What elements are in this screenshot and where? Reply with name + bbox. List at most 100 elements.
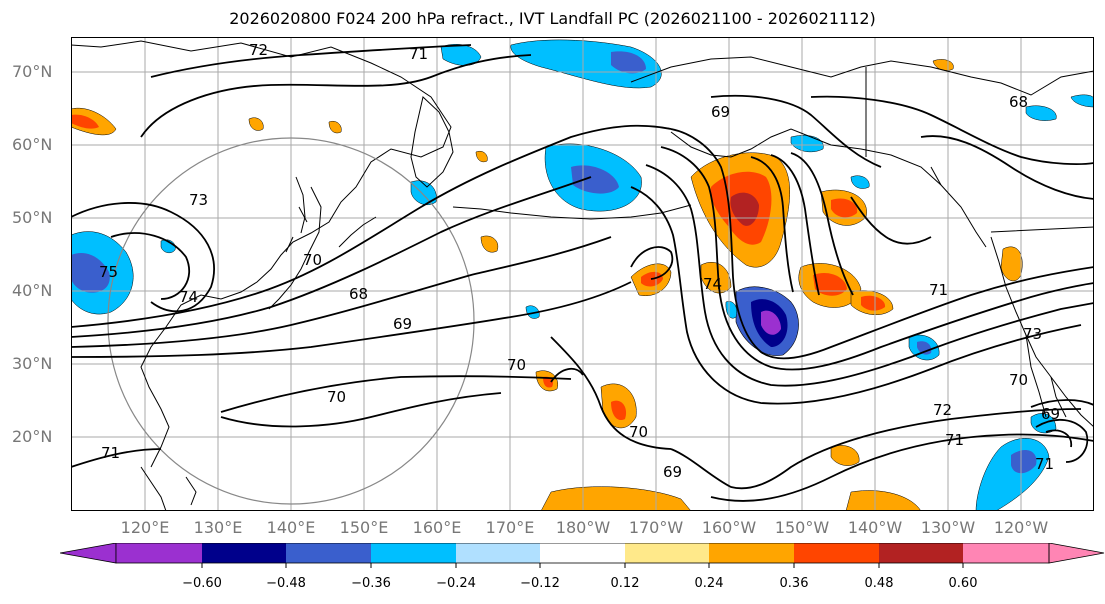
contour-line-1 (71, 124, 672, 328)
neg-region-west-core (71, 252, 110, 293)
colorbar-ticks (201, 563, 964, 568)
lon-label-160e: 160°E (412, 518, 462, 537)
contour-label-69-pacific: 69 (393, 315, 412, 333)
target-circle (107, 137, 475, 505)
colorbar-high-extend (1048, 543, 1105, 564)
contour-label-73-west: 73 (189, 191, 208, 209)
pos-region-sub-2-core (611, 400, 627, 421)
contour-label-68-pacific: 68 (349, 285, 368, 303)
coast-philippines (140, 466, 197, 511)
contour-labels: 72 71 69 68 73 70 75 74 68 69 70 70 71 7… (99, 41, 1060, 481)
colorbar-tick-neg060: −0.60 (182, 576, 222, 591)
contour-line-6 (220, 392, 502, 428)
coast-baja (1025, 334, 1067, 418)
contour-line-10 (670, 128, 1094, 360)
contour-label-70-mid: 70 (507, 356, 526, 374)
contour-label-72-east: 72 (933, 401, 952, 419)
map-frame (71, 37, 1094, 511)
contour-label-75-west: 75 (99, 263, 118, 281)
contour-line-9 (110, 232, 191, 300)
colorbar-bin-6 (540, 543, 625, 563)
contour-line-26 (850, 196, 932, 245)
map-panel: 72 71 69 68 73 70 75 74 68 69 70 70 71 7… (71, 37, 1094, 511)
pos-region-canada-core (831, 198, 858, 218)
neg-region-core-center (761, 310, 781, 335)
lon-label-140e: 140°E (266, 518, 316, 537)
lat-label-20n: 20°N (12, 427, 53, 446)
pos-region-small-1 (328, 121, 342, 134)
coast-japan (268, 186, 322, 310)
pos-region-sub-1-core (543, 376, 553, 388)
colorbar-bin-11 (963, 543, 1049, 563)
lon-label-120w: 120°W (993, 518, 1049, 537)
contour-line-19 (550, 336, 672, 450)
colorbar-bin-5 (456, 543, 540, 563)
neg-region-north-2-core (611, 51, 646, 74)
contour-line-20 (670, 408, 1082, 490)
colorbar-tick-pos012: 0.12 (610, 576, 640, 591)
contour-line-4 (71, 281, 632, 358)
colorbar-bin-2 (202, 543, 286, 563)
colorbar-tick-pos060: 0.60 (948, 576, 978, 591)
coastlines (71, 40, 1094, 511)
figure-title: 2026020800 F024 200 hPa refract., IVT La… (229, 9, 876, 28)
neg-region-canada-1 (1025, 105, 1057, 121)
lon-label-140w: 140°W (847, 518, 903, 537)
contour-label-70-south: 70 (629, 423, 648, 441)
contour-line-3 (71, 236, 612, 348)
colorbar-bin-3 (286, 543, 371, 563)
pos-region-small-4 (480, 235, 499, 253)
coast-sakhalin (295, 176, 306, 234)
pos-region-small-2 (248, 117, 264, 131)
colorbar-tick-pos048: 0.48 (864, 576, 894, 591)
contour-label-68-canada: 68 (1009, 93, 1028, 111)
lon-label-150e: 150°E (339, 518, 389, 537)
contour-label-73-east: 73 (1023, 325, 1042, 343)
lat-label-50n: 50°N (12, 208, 53, 227)
contour-label-69-southeast: 69 (1041, 405, 1060, 423)
pos-region-coast (1000, 246, 1023, 282)
lon-label-160w: 160°W (701, 518, 757, 537)
pos-region-west-high-core (71, 114, 99, 129)
colorbar-tick-neg024: −0.24 (436, 576, 476, 591)
pos-region-mid-2 (700, 262, 732, 294)
contour-label-70-southeast: 70 (1009, 371, 1028, 389)
contour-line-21 (710, 433, 1094, 502)
lon-label-180w: 180°W (555, 518, 611, 537)
neg-region-sw-core (1011, 450, 1037, 474)
colorbar-bin-7 (625, 543, 709, 563)
neg-region-canada-2 (1070, 94, 1094, 108)
colorbar-bin-8 (709, 543, 794, 563)
lon-label-130w: 130°W (920, 518, 976, 537)
contour-line-23 (630, 246, 674, 280)
contour-line-17 (150, 44, 472, 78)
neg-region-north-3 (410, 180, 437, 206)
contour-line-16 (710, 94, 882, 168)
lat-label-40n: 40°N (12, 281, 53, 300)
graticule (71, 37, 1094, 511)
lat-label-70n: 70°N (12, 62, 53, 81)
coast-kamchatka (410, 96, 454, 188)
shaded-regions (71, 39, 1094, 511)
colorbar-tick-pos036: 0.36 (779, 576, 809, 591)
colorbar-tick-pos024: 0.24 (694, 576, 724, 591)
colorbar (60, 543, 1105, 568)
contour-line-22 (1030, 399, 1094, 463)
colorbar-low-extend (60, 543, 117, 564)
contour-line-12 (645, 164, 1094, 387)
pos-region-east-2-core (861, 295, 886, 311)
contour-label-69-south: 69 (663, 463, 682, 481)
colorbar-bin-4 (371, 543, 456, 563)
lon-label-170e: 170°E (485, 518, 535, 537)
lon-label-150w: 150°W (774, 518, 830, 537)
coast-asia (71, 40, 452, 468)
contour-label-74-west: 74 (179, 288, 198, 306)
pos-region-small-3 (475, 151, 488, 163)
pos-region-east-core (813, 272, 847, 296)
colorbar-tick-neg012: −0.12 (520, 576, 560, 591)
colorbar-tick-neg036: −0.36 (351, 576, 391, 591)
contour-label-71-southeast: 71 (945, 431, 964, 449)
contour-line-11 (660, 146, 1094, 371)
coast-alaska (630, 56, 1094, 96)
colorbar-bin-10 (879, 543, 963, 563)
